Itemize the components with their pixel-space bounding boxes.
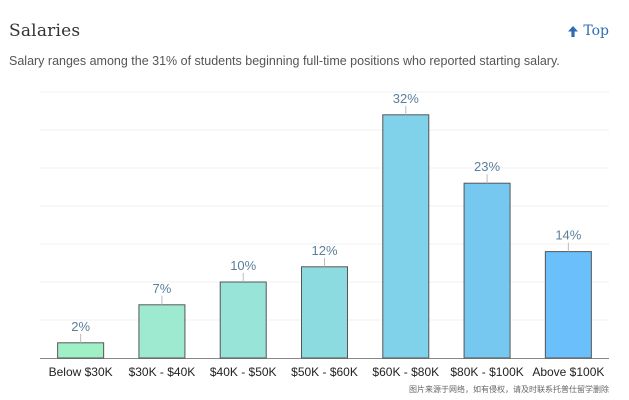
bar-4[interactable] (382, 114, 430, 359)
x-tick-label: $50K - $60K (291, 365, 358, 379)
data-label: 12% (311, 243, 337, 258)
x-tick-label: $60K - $80K (372, 365, 439, 379)
bar-2[interactable] (219, 281, 267, 359)
data-label: 14% (555, 228, 581, 243)
chart-subtitle: Salary ranges among the 31% of students … (9, 54, 560, 68)
data-label: 32% (393, 91, 419, 106)
top-link[interactable]: Top (567, 23, 609, 39)
arrow-up-icon (568, 25, 579, 37)
x-tick-label: $30K - $40K (129, 365, 196, 379)
bar-0[interactable] (57, 342, 105, 359)
x-tick-label: $40K - $50K (210, 365, 277, 379)
section-title: Salaries (9, 21, 81, 41)
watermark-text: 图片来源于网络，如有侵权，请及时联系托普仕留学删除 (409, 385, 609, 394)
data-label: 10% (230, 258, 256, 273)
x-tick-label: Above $100K (532, 365, 604, 379)
bar-3[interactable] (301, 266, 348, 359)
top-link-label: Top (583, 23, 609, 39)
x-tick-label: $80K - $100K (450, 365, 523, 379)
data-label: 23% (474, 159, 500, 174)
bar-1[interactable] (138, 304, 186, 359)
data-label: 7% (153, 281, 172, 296)
x-tick-label: Below $30K (49, 365, 113, 379)
bar-5[interactable] (463, 182, 511, 359)
bar-6[interactable] (544, 251, 592, 359)
data-label: 2% (71, 319, 90, 334)
